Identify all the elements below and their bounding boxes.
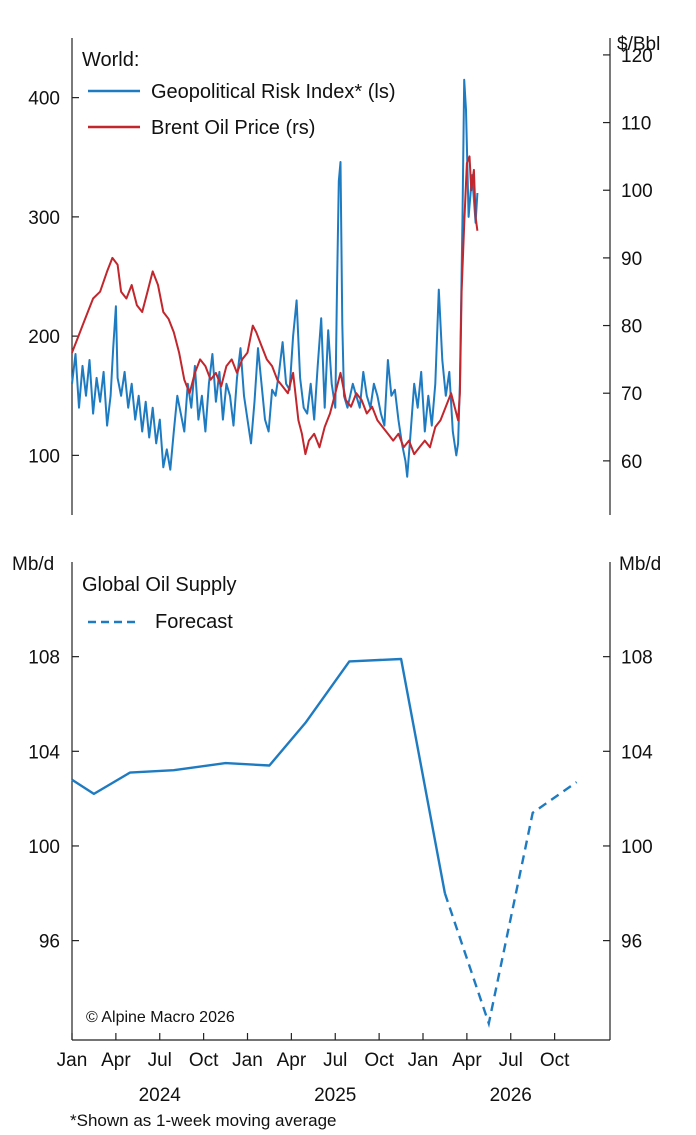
tick-label: 100 (621, 837, 653, 858)
series-line-supply-forecast (443, 781, 578, 1028)
x-tick-label: Apr (277, 1050, 307, 1071)
tick-label: 80 (621, 317, 642, 338)
tick-label: 100 (28, 446, 60, 467)
tick-label: 200 (28, 327, 60, 348)
footnote: *Shown as 1-week moving average (70, 1111, 336, 1130)
tick-label: 104 (621, 742, 653, 763)
x-tick-label: Oct (540, 1050, 570, 1071)
series-line-gpr (71, 78, 479, 478)
legend-label-forecast: Forecast (155, 611, 233, 633)
bottom-right-axis-unit: Mb/d (619, 554, 661, 575)
x-tick-label: Oct (189, 1050, 219, 1071)
tick-label: 120 (621, 46, 653, 67)
x-tick-label: Apr (101, 1050, 131, 1071)
tick-label: 110 (621, 114, 651, 135)
tick-label: 100 (28, 837, 60, 858)
x-year-label: 2025 (314, 1085, 356, 1106)
legend-title: World: (82, 49, 139, 71)
x-axis-month-labels: Jan Apr Jul Oct Jan Apr Jul Oct Jan Apr Jul Oct (57, 1050, 570, 1071)
bottom-right-ticks: 96 100 104 108 (603, 648, 653, 953)
legend-label-gpr: Geopolitical Risk Index* (ls) (151, 81, 396, 103)
tick-label: 60 (621, 452, 642, 473)
tick-label: 400 (28, 89, 60, 110)
x-tick-label: Jul (148, 1050, 172, 1071)
x-tick-label: Jan (408, 1050, 439, 1071)
tick-label: 108 (621, 648, 653, 669)
x-tick-label: Jan (57, 1050, 88, 1071)
series-line-brent (71, 155, 479, 456)
supply-title: Global Oil Supply (82, 574, 237, 596)
x-tick-label: Apr (452, 1050, 482, 1071)
legend-label-brent: Brent Oil Price (rs) (151, 117, 315, 139)
top-right-ticks: 60 70 80 90 100 110 120 (603, 46, 653, 473)
tick-label: 70 (621, 384, 642, 405)
top-right-axis-unit: $/Bbl (617, 34, 660, 55)
tick-label: 100 (621, 181, 653, 202)
tick-label: 108 (28, 648, 60, 669)
top-left-ticks: 100 200 300 400 (28, 89, 79, 467)
bottom-panel: Mb/d Mb/d 96 100 104 108 96 100 104 108 Global… (12, 554, 661, 1106)
series-line-supply-actual (71, 657, 447, 894)
copyright: © Alpine Macro 2026 (86, 1009, 235, 1026)
tick-label: 104 (28, 742, 60, 763)
tick-label: 90 (621, 249, 642, 270)
x-tick-label: Oct (364, 1050, 394, 1071)
tick-label: 96 (621, 932, 642, 953)
top-panel: 100 200 300 400 60 70 80 90 100 110 120 $/Bbl Wor… (28, 34, 660, 515)
tick-label: 300 (28, 208, 60, 229)
bottom-left-ticks: 96 100 104 108 (28, 648, 79, 953)
x-tick-label: Jan (232, 1050, 263, 1071)
x-tick-label: Jul (323, 1050, 347, 1071)
x-year-label: 2026 (490, 1085, 532, 1106)
x-tick-label: Jul (499, 1050, 523, 1071)
bottom-left-axis-unit: Mb/d (12, 554, 54, 575)
x-axis-year-labels: 2024 2025 2026 (139, 1085, 532, 1106)
x-axis-ticks (71, 1033, 556, 1040)
x-year-label: 2024 (139, 1085, 182, 1106)
tick-label: 96 (39, 932, 60, 953)
